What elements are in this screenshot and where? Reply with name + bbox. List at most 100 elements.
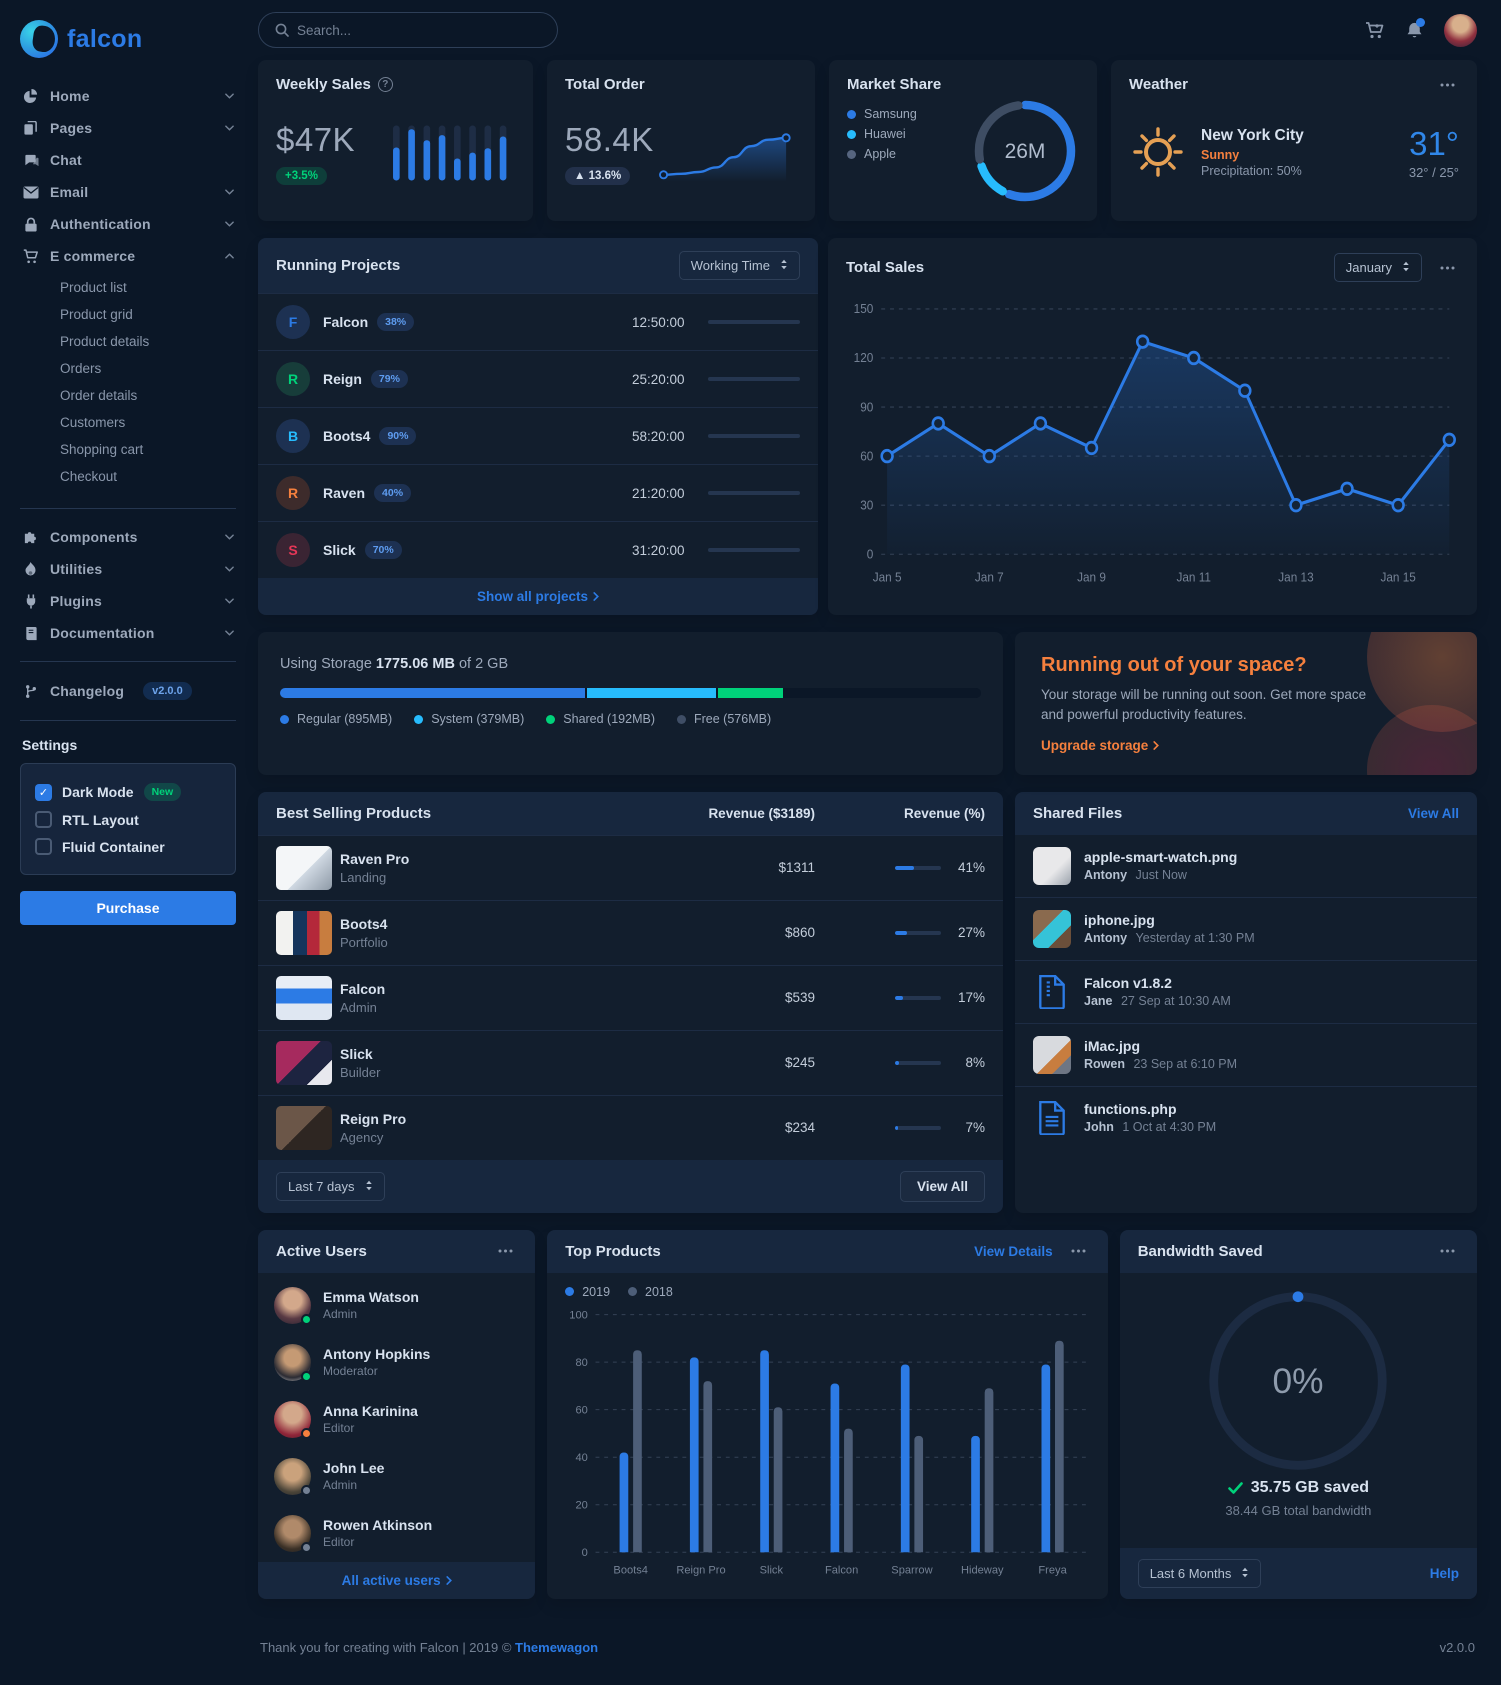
project-row-slick[interactable]: S Slick 70% 31:20:00 — [258, 521, 818, 578]
project-row-reign[interactable]: R Reign 79% 25:20:00 — [258, 350, 818, 407]
search-input[interactable] — [297, 22, 541, 38]
ellipsis-menu-icon[interactable] — [1436, 79, 1459, 91]
product-row-slick[interactable]: Slick Builder $245 8% — [258, 1029, 1003, 1095]
legend-item-2018[interactable]: 2018 — [628, 1285, 673, 1299]
ellipsis-menu-icon[interactable] — [1067, 1245, 1090, 1257]
sidebar-item-product-grid[interactable]: Product grid — [60, 307, 133, 322]
file-row-imac-jpg[interactable]: iMac.jpg Rowen 23 Sep at 6:10 PM — [1015, 1022, 1477, 1086]
working-time-select[interactable]: Working Time — [678, 251, 800, 280]
file-name[interactable]: iphone.jpg — [1084, 912, 1155, 928]
notifications-bell-icon[interactable] — [1405, 17, 1425, 40]
sidebar-item-chat[interactable]: Chat — [20, 144, 236, 176]
user-row-anna-karinina[interactable]: Anna Karinina Editor — [258, 1391, 535, 1448]
product-name[interactable]: Raven Pro — [340, 850, 410, 867]
purchase-button[interactable]: Purchase — [20, 891, 236, 925]
sidebar-item-product-details[interactable]: Product details — [60, 334, 150, 349]
sidebar-item-shopping-cart[interactable]: Shopping cart — [60, 442, 144, 457]
project-name[interactable]: Slick — [323, 542, 356, 558]
setting-fluid-container[interactable]: Fluid Container — [35, 833, 221, 860]
user-row-emma-watson[interactable]: Emma Watson Admin — [258, 1277, 535, 1334]
project-row-raven[interactable]: R Raven 40% 21:20:00 — [258, 464, 818, 521]
user-name[interactable]: Emma Watson — [323, 1289, 419, 1305]
project-name[interactable]: Falcon — [323, 314, 369, 330]
project-name[interactable]: Boots4 — [323, 428, 371, 444]
project-percent-badge: 90% — [379, 427, 417, 445]
sidebar-item-documentation[interactable]: Documentation — [20, 617, 236, 649]
upgrade-storage-link[interactable]: Upgrade storage — [1041, 738, 1160, 753]
ellipsis-menu-icon[interactable] — [494, 1245, 517, 1257]
product-name[interactable]: Boots4 — [340, 915, 388, 932]
svg-text:60: 60 — [860, 449, 873, 464]
product-name[interactable]: Reign Pro — [340, 1110, 407, 1127]
help-link[interactable]: Help — [1429, 1565, 1459, 1581]
product-name[interactable]: Falcon — [340, 980, 386, 997]
sidebar-item-e-commerce[interactable]: E commerce — [20, 240, 236, 272]
ellipsis-menu-icon[interactable] — [1436, 1245, 1459, 1257]
month-select[interactable]: January — [1333, 253, 1422, 282]
sidebar-item-checkout[interactable]: Checkout — [60, 469, 118, 484]
project-name[interactable]: Raven — [323, 485, 366, 501]
sidebar-item-changelog[interactable]: Changelog v2.0.0 — [20, 674, 236, 708]
sidebar-item-orders[interactable]: Orders — [60, 361, 102, 376]
show-all-projects-link[interactable]: Show all projects — [477, 589, 599, 604]
checkbox[interactable] — [35, 838, 52, 855]
shopping-cart-icon[interactable] — [1365, 21, 1385, 39]
file-name[interactable]: Falcon v1.8.2 — [1084, 975, 1172, 991]
svg-text:Falcon: Falcon — [825, 1564, 858, 1576]
checkbox-checked[interactable]: ✓ — [35, 783, 52, 801]
ellipsis-menu-icon[interactable] — [1436, 262, 1459, 274]
check-icon — [1227, 1481, 1243, 1494]
sidebar-item-components[interactable]: Components — [20, 521, 236, 553]
setting-dark-mode[interactable]: ✓ Dark Mode New — [35, 778, 221, 806]
user-name[interactable]: Anna Karinina — [323, 1403, 418, 1419]
project-row-falcon[interactable]: F Falcon 38% 12:50:00 — [258, 293, 818, 350]
user-row-rowen-atkinson[interactable]: Rowen Atkinson Editor — [258, 1505, 535, 1562]
help-question-icon[interactable]: ? — [377, 77, 393, 92]
file-thumbnail — [1033, 1035, 1071, 1074]
checkbox[interactable] — [35, 811, 52, 828]
product-row-raven-pro[interactable]: Raven Pro Landing $1311 41% — [258, 834, 1003, 900]
sidebar-item-home[interactable]: Home — [20, 80, 236, 112]
sidebar-item-product-list[interactable]: Product list — [60, 280, 127, 295]
last-6-months-select[interactable]: Last 6 Months — [1137, 1558, 1262, 1588]
sidebar-item-customers[interactable]: Customers — [60, 415, 126, 430]
setting-rtl-layout[interactable]: RTL Layout — [35, 806, 221, 833]
user-row-antony-hopkins[interactable]: Antony Hopkins Moderator — [258, 1334, 535, 1391]
file-row-iphone-jpg[interactable]: iphone.jpg Antony Yesterday at 1:30 PM — [1015, 896, 1477, 960]
view-details-link[interactable]: View Details — [974, 1243, 1053, 1259]
all-active-users-link[interactable]: All active users — [342, 1573, 452, 1588]
user-avatar[interactable] — [1444, 13, 1477, 47]
themewagon-link[interactable]: Themewagon — [515, 1639, 599, 1655]
file-row-falcon-v1-8-2[interactable]: Falcon v1.8.2 Jane 27 Sep at 10:30 AM — [1015, 959, 1477, 1023]
file-name[interactable]: apple-smart-watch.png — [1084, 849, 1238, 865]
user-name[interactable]: Rowen Atkinson — [323, 1517, 433, 1533]
project-row-boots4[interactable]: B Boots4 90% 58:20:00 — [258, 407, 818, 464]
last-7-days-select[interactable]: Last 7 days — [276, 1171, 385, 1201]
product-name[interactable]: Slick — [340, 1045, 373, 1062]
sidebar-item-utilities[interactable]: Utilities — [20, 553, 236, 585]
user-name[interactable]: Antony Hopkins — [323, 1346, 431, 1362]
user-row-john-lee[interactable]: John Lee Admin — [258, 1448, 535, 1505]
sidebar-item-pages[interactable]: Pages — [20, 112, 236, 144]
view-all-button[interactable]: View All — [899, 1170, 985, 1202]
shared-files-view-all-link[interactable]: View All — [1407, 805, 1459, 821]
project-name[interactable]: Reign — [323, 371, 362, 387]
product-row-falcon[interactable]: Falcon Admin $539 17% — [258, 964, 1003, 1030]
sidebar-item-email[interactable]: Email — [20, 176, 236, 208]
file-name[interactable]: functions.php — [1084, 1101, 1177, 1117]
user-name[interactable]: John Lee — [323, 1460, 385, 1476]
product-thumbnail — [276, 1105, 332, 1150]
weather-precipitation: Precipitation: 50% — [1201, 163, 1302, 178]
file-name[interactable]: iMac.jpg — [1084, 1038, 1141, 1054]
product-thumbnail — [276, 1040, 332, 1085]
file-row-apple-smart-watch-png[interactable]: apple-smart-watch.png Antony Just Now — [1015, 835, 1477, 897]
product-row-reign-pro[interactable]: Reign Pro Agency $234 7% — [258, 1094, 1003, 1160]
sidebar-item-authentication[interactable]: Authentication — [20, 208, 236, 240]
falcon-logo[interactable]: falcon — [20, 14, 236, 80]
file-row-functions-php[interactable]: functions.php John 1 Oct at 4:30 PM — [1015, 1085, 1477, 1149]
sidebar-item-order-details[interactable]: Order details — [60, 388, 138, 403]
legend-item-2019[interactable]: 2019 — [565, 1285, 610, 1299]
sidebar-item-plugins[interactable]: Plugins — [20, 585, 236, 617]
legend-item-apple: Apple — [847, 147, 917, 161]
product-row-boots4[interactable]: Boots4 Portfolio $860 27% — [258, 899, 1003, 965]
